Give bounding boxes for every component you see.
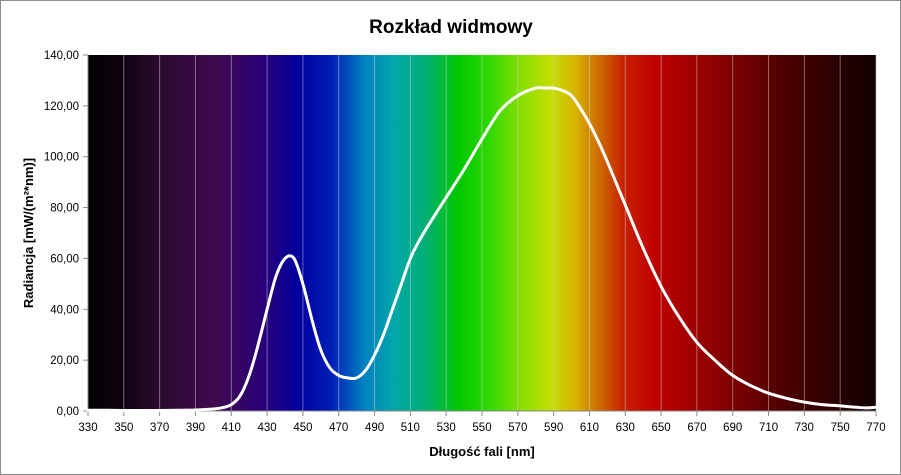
x-axis-ticks: 330 350 370 390 410 430 450 470 490 510 530 550 570 5… (78, 411, 886, 434)
x-tick-label: 470 (329, 422, 348, 434)
y-tick-label: 40,00 (50, 304, 79, 316)
x-tick-label: 670 (687, 422, 706, 434)
x-tick-label: 450 (293, 422, 312, 434)
x-tick-label: 370 (150, 422, 169, 434)
x-tick-label: 730 (795, 422, 814, 434)
x-tick-label: 330 (78, 422, 97, 434)
x-tick-label: 610 (580, 422, 599, 434)
y-tick-label: 60,00 (50, 253, 79, 265)
x-tick-label: 650 (651, 422, 670, 434)
x-tick-label: 710 (759, 422, 778, 434)
x-tick-label: 590 (544, 422, 563, 434)
x-tick-label: 410 (222, 422, 241, 434)
y-axis-title: Radiancja [mW/(m²*nm)] (21, 158, 36, 308)
x-axis-title: Długość fali [nm] (429, 444, 534, 459)
y-tick-label: 80,00 (50, 203, 79, 215)
x-tick-label: 550 (472, 422, 491, 434)
x-tick-label: 430 (257, 422, 276, 434)
y-tick-label: 20,00 (50, 355, 79, 367)
chart-title: Rozkład widmowy (369, 17, 533, 38)
x-tick-label: 510 (401, 422, 420, 434)
x-tick-label: 770 (866, 422, 885, 434)
y-tick-label: 120,00 (44, 101, 79, 113)
x-tick-label: 630 (616, 422, 635, 434)
x-tick-label: 690 (723, 422, 742, 434)
x-tick-label: 570 (508, 422, 527, 434)
x-tick-label: 750 (831, 422, 850, 434)
y-axis-ticks: 0,00 20,00 40,00 60,00 80,00 100,00 120,00 140,… (44, 50, 88, 418)
x-tick-label: 350 (114, 422, 133, 434)
y-tick-label: 0,00 (57, 406, 79, 418)
x-tick-label: 390 (186, 422, 205, 434)
y-tick-label: 140,00 (44, 50, 79, 62)
x-tick-label: 490 (365, 422, 384, 434)
x-tick-label: 530 (437, 422, 456, 434)
gridlines (123, 55, 877, 411)
radiance-series-line (86, 86, 878, 412)
y-tick-label: 100,00 (44, 152, 79, 164)
